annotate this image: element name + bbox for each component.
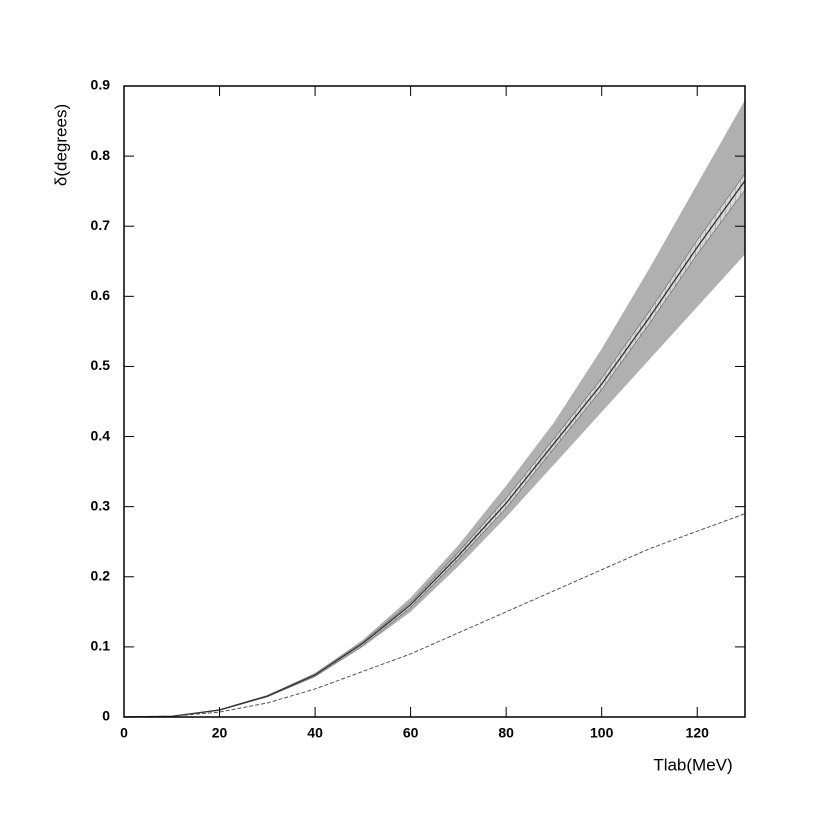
x-tick-label: 120 [686, 725, 710, 741]
y-tick-label: 0.5 [91, 357, 111, 373]
line [123, 513, 746, 718]
y-tick-label: 0.6 [91, 287, 111, 303]
y-tick-label: 0.2 [91, 567, 111, 583]
x-tick-label: 20 [212, 725, 228, 741]
y-tick-label: 0 [102, 708, 110, 724]
x-tick-label: 0 [120, 725, 128, 741]
y-axis-label: δ(degrees) [51, 104, 70, 186]
y-tick-label: 0.4 [91, 427, 111, 443]
x-axis-label: Tlab(MeV) [653, 755, 732, 774]
x-tick-label: 80 [498, 725, 514, 741]
y-tick-label: 0.1 [91, 638, 111, 654]
x-tick-label: 40 [307, 725, 323, 741]
x-tick-label: 100 [590, 725, 614, 741]
x-tick-label: 60 [403, 725, 419, 741]
y-tick-label: 0.3 [91, 497, 111, 513]
uncertainty-band [123, 172, 746, 718]
plot-frame [123, 85, 746, 718]
uncertainty-band [124, 100, 745, 718]
y-tick-label: 0.8 [91, 147, 111, 163]
y-tick-label: 0.9 [91, 77, 111, 93]
plot-area [123, 100, 746, 718]
line [123, 180, 746, 718]
y-tick-label: 0.7 [91, 217, 111, 233]
